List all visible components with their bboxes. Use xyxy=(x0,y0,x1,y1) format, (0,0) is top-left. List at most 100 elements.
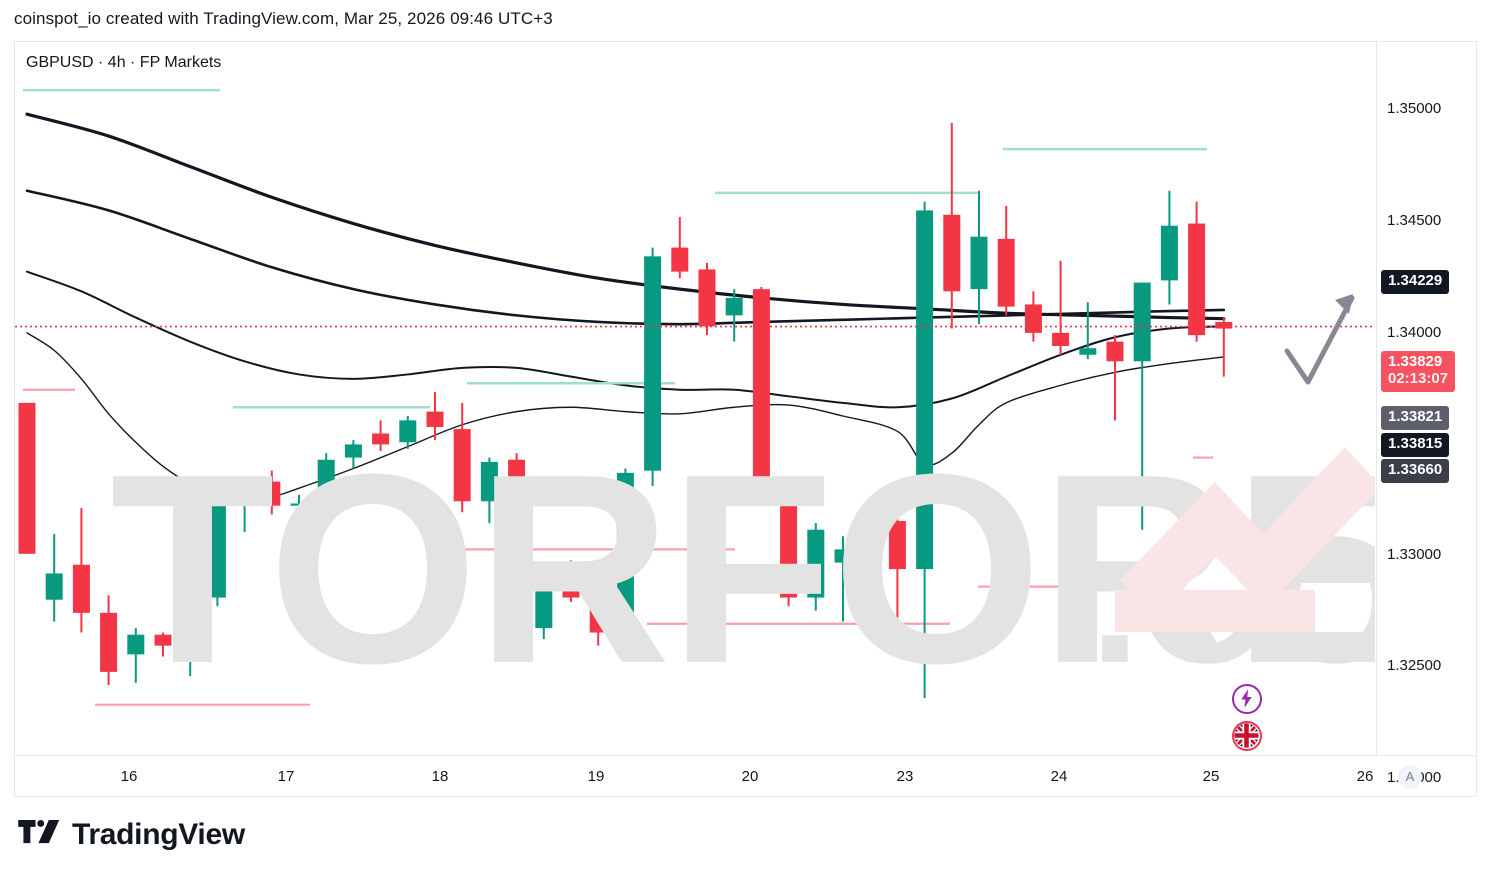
candle-body xyxy=(290,503,308,506)
ma-price-badge-3[interactable]: 1.33815 xyxy=(1381,433,1450,457)
candle-body xyxy=(236,488,254,506)
event-marker-news[interactable] xyxy=(1232,684,1262,714)
ma-price-badge-4[interactable]: 1.33660 xyxy=(1381,459,1450,483)
candle-9 xyxy=(263,470,281,515)
candle-body xyxy=(181,599,199,655)
candle-8 xyxy=(236,479,254,532)
event-marker-uk[interactable] xyxy=(1232,721,1262,751)
candle-39 xyxy=(1079,302,1097,360)
candle-6 xyxy=(181,595,199,677)
candle-27 xyxy=(752,286,770,504)
time-tick-24: 24 xyxy=(1050,768,1068,785)
ma-line-MA-fastest xyxy=(26,332,1225,500)
price-scale[interactable]: 1.350001.345001.340001.330001.325001.320… xyxy=(1376,42,1476,786)
chart-plot-area[interactable] xyxy=(15,42,1375,755)
time-tick-25: 25 xyxy=(1202,768,1220,785)
candle-body xyxy=(1160,225,1178,281)
candle-13 xyxy=(372,420,390,451)
candle-36 xyxy=(997,206,1015,316)
candle-body xyxy=(780,494,798,598)
candle-28 xyxy=(780,492,798,607)
time-scale-auto-badge[interactable]: A xyxy=(1398,765,1422,789)
candle-body xyxy=(426,411,444,427)
candle-body xyxy=(861,518,879,530)
candle-body xyxy=(18,402,36,554)
candle-16 xyxy=(453,402,471,513)
candle-3 xyxy=(100,595,118,686)
candle-29 xyxy=(807,523,825,611)
candle-body xyxy=(725,297,743,316)
candle-33 xyxy=(916,201,934,699)
time-scale[interactable]: 16 17 18 19 20 23 24 25 26 xyxy=(15,755,1476,796)
candle-11 xyxy=(317,453,335,519)
price-tick-2: 1.34000 xyxy=(1387,324,1442,341)
price-tick-1: 1.34500 xyxy=(1387,212,1442,229)
candle-7 xyxy=(208,496,226,607)
candle-4 xyxy=(127,628,145,683)
projection-arrow xyxy=(1284,294,1355,385)
candle-body xyxy=(1215,321,1233,329)
candle-0 xyxy=(18,402,36,554)
ma-price-badge-2[interactable]: 1.33821 xyxy=(1381,406,1450,430)
candle-14 xyxy=(399,415,417,449)
candle-body xyxy=(589,601,607,633)
candle-24 xyxy=(671,216,689,279)
candle-body xyxy=(535,586,553,629)
candle-body xyxy=(372,433,390,445)
projection-arrow-head xyxy=(1335,294,1353,314)
candle-body xyxy=(807,529,825,598)
time-tick-18: 18 xyxy=(431,768,449,785)
candle-35 xyxy=(970,190,988,325)
candle-body xyxy=(317,459,335,502)
tradingview-footer-text: TradingView xyxy=(72,818,245,851)
candle-body xyxy=(752,289,770,495)
candle-body xyxy=(698,269,716,327)
candle-body xyxy=(888,520,906,570)
candle-18 xyxy=(508,453,526,640)
candle-body xyxy=(480,461,498,502)
time-tick-17: 17 xyxy=(277,768,295,785)
candle-body xyxy=(943,214,961,292)
lightning-bolt-icon xyxy=(1241,689,1252,708)
time-tick-26: 26 xyxy=(1356,768,1374,785)
candle-10 xyxy=(290,494,308,511)
candle-body xyxy=(916,210,934,570)
candle-body xyxy=(1024,304,1042,333)
symbol-legend: GBPUSD · 4h · FP Markets xyxy=(26,54,222,71)
candle-30 xyxy=(834,536,852,622)
candle-17 xyxy=(480,457,498,524)
candle-body xyxy=(1106,341,1124,362)
ma-line-MA-fast xyxy=(26,270,1225,409)
ma-line-MA-slow xyxy=(25,112,1226,321)
ma-price-badge-1[interactable]: 1.34229 xyxy=(1381,270,1450,294)
candle-31 xyxy=(861,512,879,552)
candle-body xyxy=(208,505,226,598)
candle-42 xyxy=(1160,190,1178,305)
candle-body xyxy=(263,481,281,506)
candlestick-svg xyxy=(15,88,1375,706)
candle-37 xyxy=(1024,291,1042,342)
candle-body xyxy=(970,236,988,290)
candle-22 xyxy=(616,468,634,631)
candle-body xyxy=(453,429,471,502)
time-tick-20: 20 xyxy=(741,768,759,785)
candle-body xyxy=(45,573,63,600)
candle-body xyxy=(562,580,580,598)
candle-26 xyxy=(725,289,743,342)
candle-body xyxy=(671,247,689,272)
candle-body xyxy=(127,634,145,655)
last-price-badge[interactable]: 1.33829 02:13:07 xyxy=(1381,351,1456,392)
candle-body xyxy=(72,564,90,613)
time-tick-23: 23 xyxy=(896,768,914,785)
candle-body xyxy=(834,549,852,563)
candle-body xyxy=(154,634,172,646)
candle-12 xyxy=(344,440,362,469)
attribution-text: coinspot_io created with TradingView.com… xyxy=(14,9,553,28)
candle-body xyxy=(1079,348,1097,355)
candle-body xyxy=(997,238,1015,307)
candle-2 xyxy=(72,507,90,633)
candle-body xyxy=(1188,223,1206,336)
candle-41 xyxy=(1133,282,1151,530)
candle-40 xyxy=(1106,335,1124,421)
candle-body xyxy=(1052,332,1070,347)
